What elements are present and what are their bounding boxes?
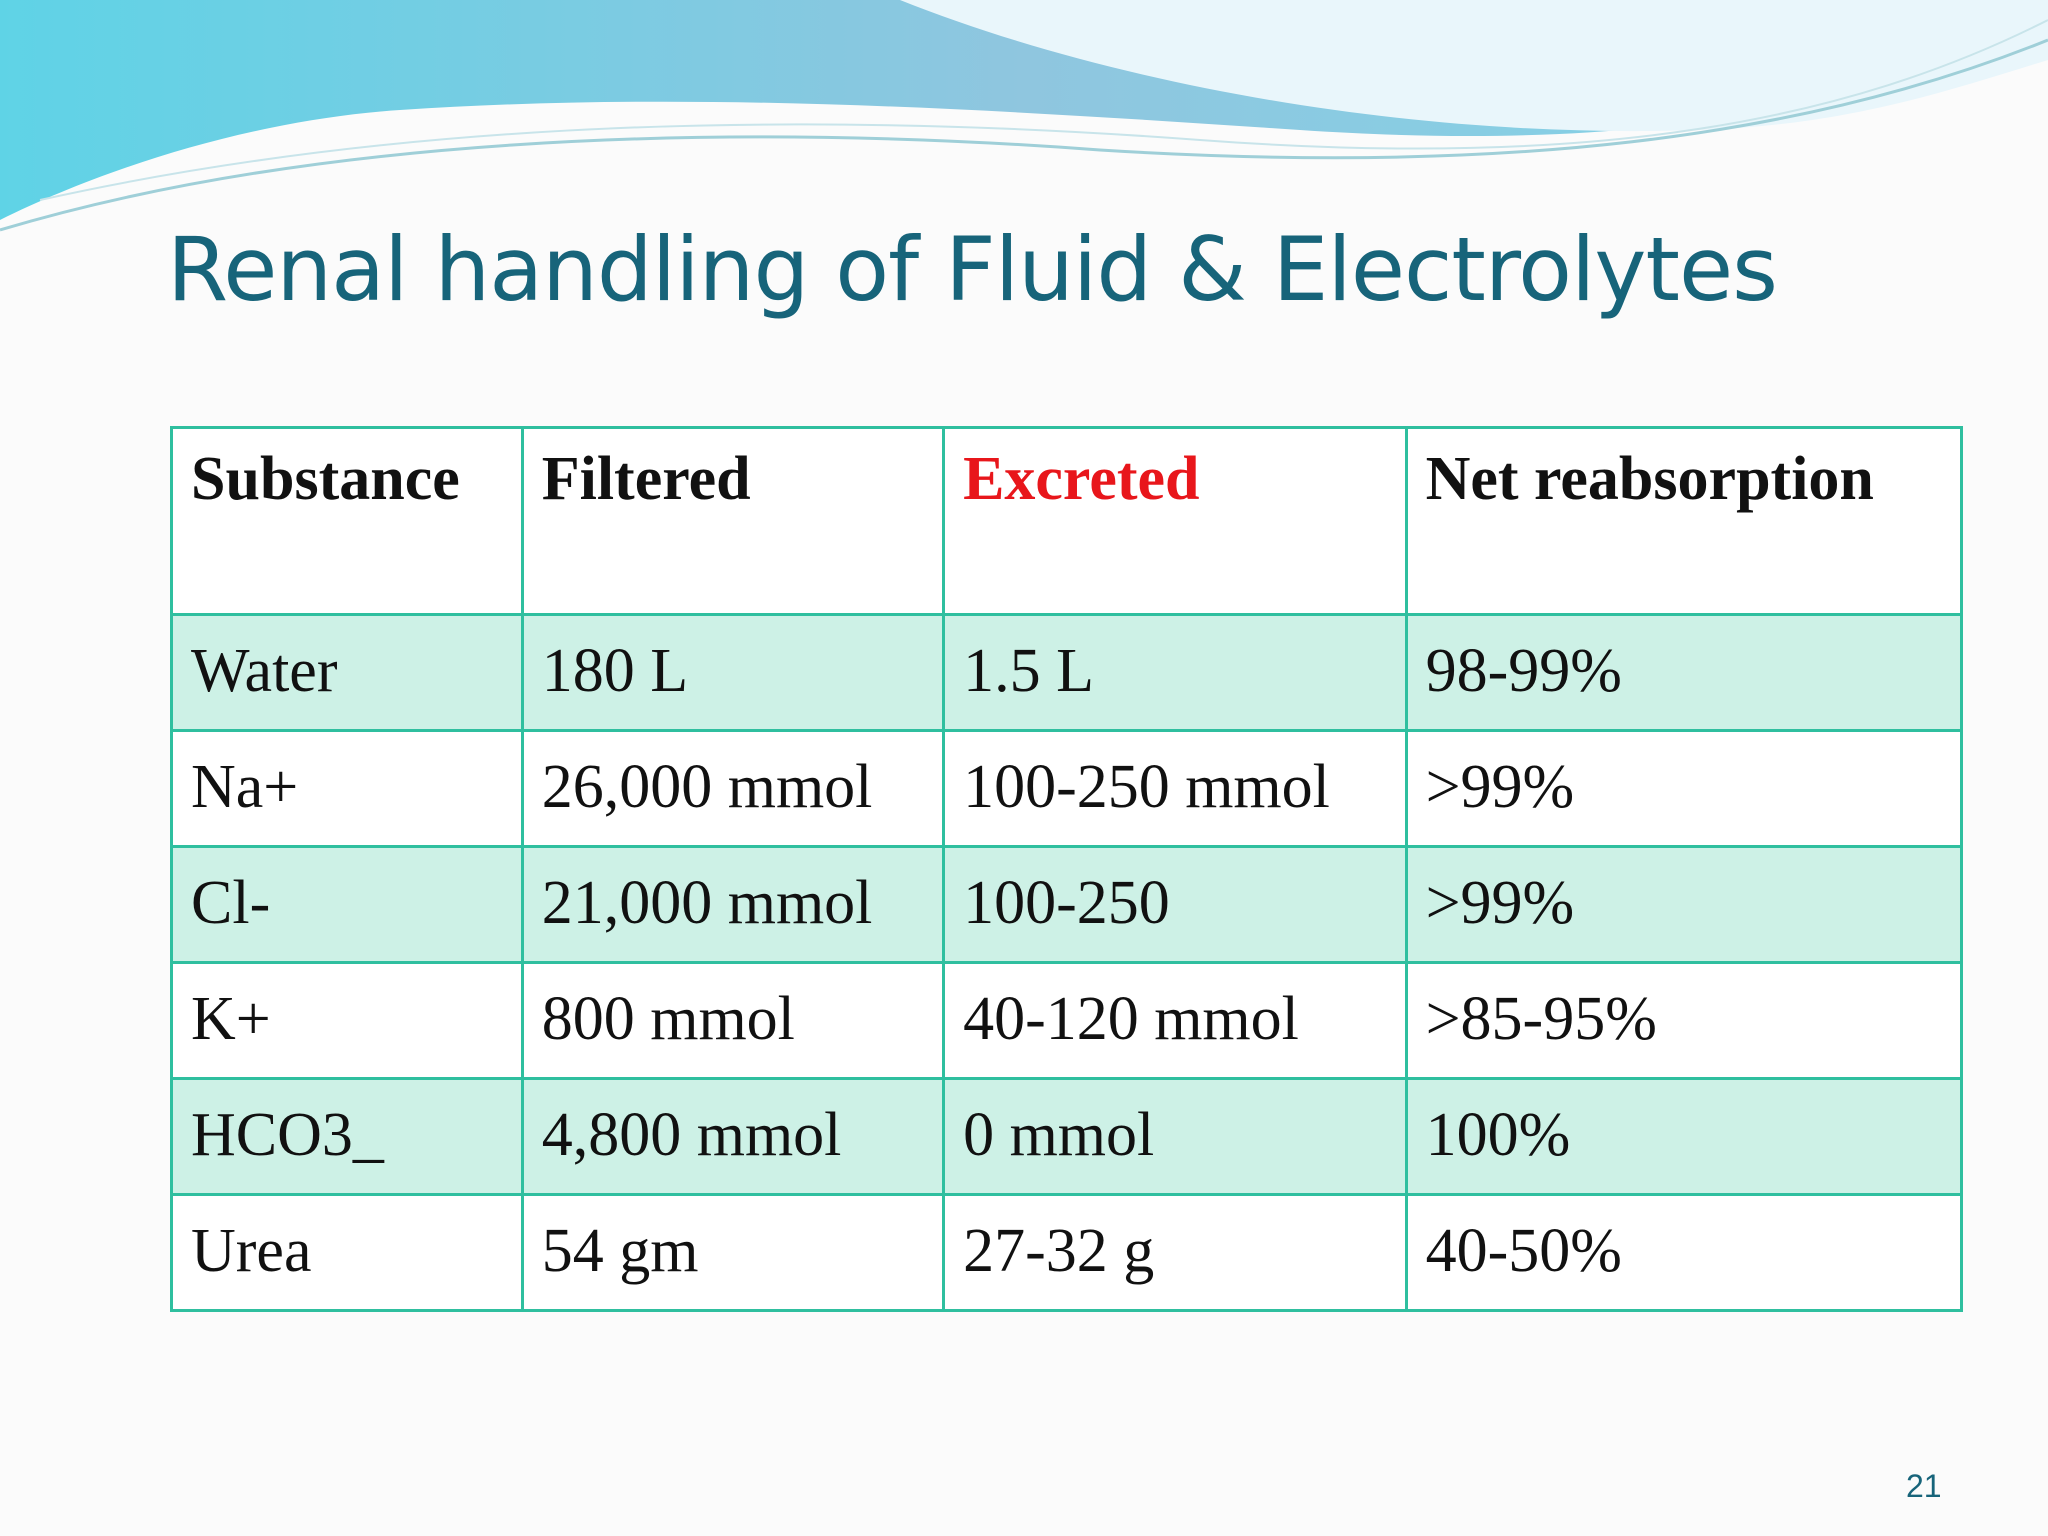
table-row: Na+ 26,000 mmol 100-250 mmol >99%: [170, 729, 1964, 848]
data-table: Substance Filtered Excreted Net reabsorptio…: [170, 426, 1964, 1312]
column-header: Net reabsorption: [1404, 426, 1964, 616]
wave-line: [0, 38, 2048, 232]
column-header: Filtered: [520, 426, 946, 616]
table-cell: 100-250 mmol: [942, 729, 1408, 848]
slide-title: Renal handling of Fluid & Electrolytes: [167, 218, 1778, 321]
table-cell: 100-250: [942, 845, 1408, 964]
table-cell: 100%: [1404, 1077, 1964, 1196]
table-cell: 40-50%: [1404, 1193, 1964, 1312]
wave-highlight: [900, 0, 2048, 132]
table-body: Water 180 L 1.5 L 98-99% Na+ 26,000 mmol 100-2…: [170, 613, 1964, 1312]
table-cell: >99%: [1404, 729, 1964, 848]
table-cell: >99%: [1404, 845, 1964, 964]
table-row: K+ 800 mmol 40-120 mmol >85-95%: [170, 961, 1964, 1080]
table-row: Urea 54 gm 27-32 g 40-50%: [170, 1193, 1964, 1312]
table-row: Cl- 21,000 mmol 100-250 >99%: [170, 845, 1964, 964]
table-row: Water 180 L 1.5 L 98-99%: [170, 613, 1964, 732]
table-cell: 27-32 g: [942, 1193, 1408, 1312]
table-cell: 1.5 L: [942, 613, 1408, 732]
table-cell: HCO3_: [170, 1077, 524, 1196]
table-cell: Water: [170, 613, 524, 732]
wave-line: [39, 19, 2048, 201]
table-cell: 40-120 mmol: [942, 961, 1408, 1080]
column-header: Excreted: [942, 426, 1408, 616]
table-cell: 180 L: [520, 613, 946, 732]
table-cell: 800 mmol: [520, 961, 946, 1080]
table-cell: 0 mmol: [942, 1077, 1408, 1196]
table-cell: 98-99%: [1404, 613, 1964, 732]
table-cell: Na+: [170, 729, 524, 848]
table-cell: Urea: [170, 1193, 524, 1312]
table-cell: Cl-: [170, 845, 524, 964]
table-cell: K+: [170, 961, 524, 1080]
column-header: Substance: [170, 426, 524, 616]
table-cell: 26,000 mmol: [520, 729, 946, 848]
table-cell: >85-95%: [1404, 961, 1964, 1080]
table-cell: 4,800 mmol: [520, 1077, 946, 1196]
table-cell: 21,000 mmol: [520, 845, 946, 964]
table-row: HCO3_ 4,800 mmol 0 mmol 100%: [170, 1077, 1964, 1196]
top-wave-decoration: [0, 0, 2048, 232]
page-number: 21: [1906, 1468, 1942, 1504]
header-row: Substance Filtered Excreted Net reabsorptio…: [170, 426, 1964, 616]
table-cell: 54 gm: [520, 1193, 946, 1312]
table-head: Substance Filtered Excreted Net reabsorptio…: [170, 426, 1964, 616]
